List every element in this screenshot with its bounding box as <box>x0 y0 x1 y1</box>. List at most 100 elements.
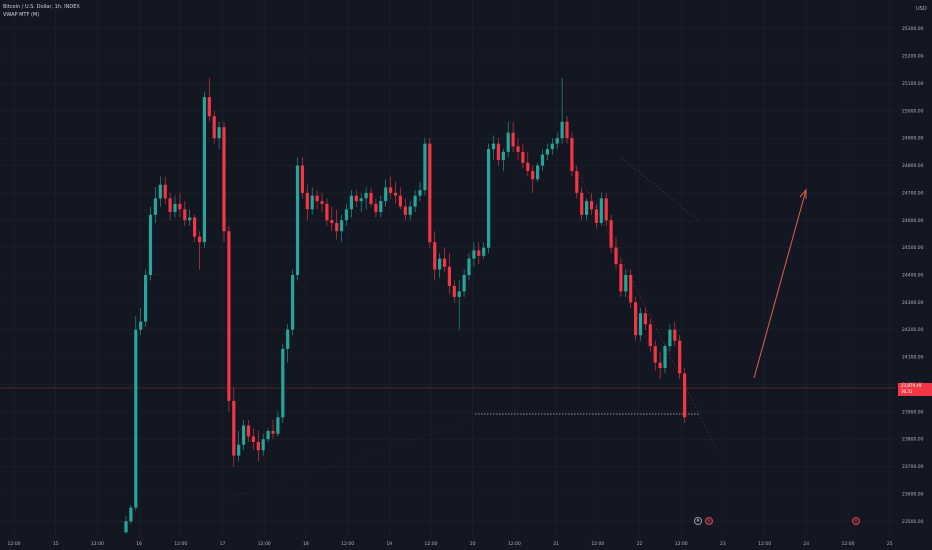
candle-up[interactable] <box>242 425 246 445</box>
candle-down[interactable] <box>683 373 687 418</box>
candle-down[interactable] <box>251 436 255 442</box>
candle-down[interactable] <box>168 198 172 213</box>
indicator-label[interactable]: VWAP MTF (M) <box>3 12 40 18</box>
candle-up[interactable] <box>408 206 412 215</box>
candle-down[interactable] <box>207 97 211 117</box>
candle-down[interactable] <box>589 201 594 210</box>
candle-down[interactable] <box>325 203 329 221</box>
candle-down[interactable] <box>374 203 378 213</box>
candle-down[interactable] <box>648 324 652 347</box>
candle-up[interactable] <box>467 258 471 275</box>
candle-down[interactable] <box>678 340 682 374</box>
candle-down[interactable] <box>634 302 638 336</box>
candle-up[interactable] <box>144 275 148 322</box>
candle-down[interactable] <box>452 285 456 297</box>
candle-down[interactable] <box>570 138 574 171</box>
candle-down[interactable] <box>256 441 260 451</box>
candle-down[interactable] <box>227 231 231 401</box>
candle-up[interactable] <box>129 507 133 522</box>
candle-up[interactable] <box>491 143 496 150</box>
candle-down[interactable] <box>511 132 515 147</box>
earnings-marker-icon[interactable]: • <box>852 517 860 525</box>
candle-up[interactable] <box>668 329 672 347</box>
time-axis[interactable]: 12:00 15 12:00 16 12:00 17 12:00 18 12:00 19 12:00… <box>8 541 893 547</box>
candle-down[interactable] <box>212 116 216 139</box>
candle-up[interactable] <box>624 275 628 292</box>
candle-down[interactable] <box>614 247 618 265</box>
candle-down[interactable] <box>178 203 182 210</box>
candle-up[interactable] <box>506 132 510 152</box>
candle-down[interactable] <box>193 217 197 237</box>
candle-down[interactable] <box>393 192 398 196</box>
candle-up[interactable] <box>550 143 554 150</box>
candle-up[interactable] <box>638 313 643 336</box>
candle-up[interactable] <box>545 149 549 155</box>
candle-up[interactable] <box>663 346 667 369</box>
candle-down[interactable] <box>305 192 309 210</box>
candle-up[interactable] <box>237 444 241 456</box>
candle-down[interactable] <box>163 184 167 199</box>
candle-up[interactable] <box>413 195 417 207</box>
candle-down[interactable] <box>531 171 535 180</box>
candle-up[interactable] <box>585 201 589 215</box>
candle-up[interactable] <box>423 143 427 191</box>
candle-down[interactable] <box>369 192 373 204</box>
candle-up[interactable] <box>344 209 349 221</box>
candle-up[interactable] <box>291 275 295 330</box>
candle-down[interactable] <box>300 165 304 193</box>
candle-up[interactable] <box>364 192 368 199</box>
candle-up[interactable] <box>124 521 128 533</box>
candle-up[interactable] <box>599 198 603 223</box>
candle-down[interactable] <box>315 195 319 202</box>
candle-up[interactable] <box>384 187 388 202</box>
candle-up[interactable] <box>540 154 545 166</box>
candle-up[interactable] <box>158 184 162 199</box>
price-axis[interactable]: 25300.00 25200.00 25100.00 25000.00 24900.00… <box>902 26 924 525</box>
candle-down[interactable] <box>653 346 657 363</box>
candle-down[interactable] <box>526 162 530 171</box>
dividend-marker-icon[interactable]: • <box>705 517 713 525</box>
candle-up[interactable] <box>555 138 559 144</box>
candle-down[interactable] <box>222 127 226 232</box>
candle-down[interactable] <box>594 209 598 223</box>
candle-up[interactable] <box>148 214 153 275</box>
candle-down[interactable] <box>447 266 451 286</box>
candle-down[interactable] <box>658 362 662 369</box>
candle-up[interactable] <box>188 217 192 221</box>
candle-down[interactable] <box>330 220 334 223</box>
candle-up[interactable] <box>438 258 442 270</box>
candle-down[interactable] <box>320 201 324 204</box>
candle-down[interactable] <box>521 151 525 163</box>
candle-up[interactable] <box>482 247 486 256</box>
candle-up[interactable] <box>173 203 177 213</box>
candle-up[interactable] <box>261 439 265 451</box>
candle-down[interactable] <box>496 143 500 161</box>
candle-up[interactable] <box>536 165 540 180</box>
candle-up[interactable] <box>418 190 422 196</box>
candle-down[interactable] <box>335 223 339 232</box>
candle-down[interactable] <box>643 313 647 325</box>
candle-up[interactable] <box>501 151 505 161</box>
candle-down[interactable] <box>389 187 393 193</box>
candle-up[interactable] <box>487 149 491 248</box>
candle-down[interactable] <box>609 220 613 248</box>
candle-up[interactable] <box>560 121 564 139</box>
candle-down[interactable] <box>428 143 432 243</box>
candle-down[interactable] <box>246 425 251 437</box>
candle-down[interactable] <box>575 171 579 193</box>
candle-down[interactable] <box>232 400 236 456</box>
candle-down[interactable] <box>604 198 608 221</box>
candle-up[interactable] <box>295 165 300 275</box>
candle-up[interactable] <box>281 348 285 418</box>
candle-up[interactable] <box>379 201 383 213</box>
candle-up[interactable] <box>139 321 143 330</box>
candle-up[interactable] <box>457 291 461 297</box>
candle-up[interactable] <box>359 198 363 202</box>
candle-down[interactable] <box>629 275 633 303</box>
currency-label[interactable]: USD <box>916 6 927 12</box>
candle-down[interactable] <box>354 195 358 202</box>
candle-down[interactable] <box>565 121 569 139</box>
candle-up[interactable] <box>276 417 280 434</box>
candle-down[interactable] <box>403 206 407 215</box>
candle-up[interactable] <box>202 97 206 243</box>
